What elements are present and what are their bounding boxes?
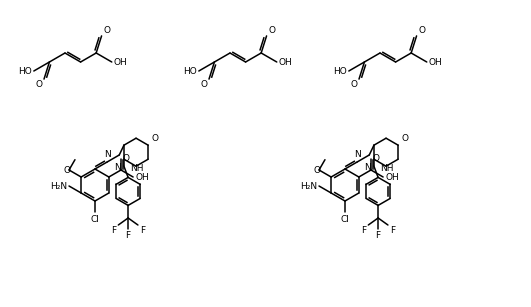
Text: O: O bbox=[401, 134, 408, 143]
Text: N: N bbox=[354, 150, 361, 159]
Text: N: N bbox=[364, 163, 371, 172]
Text: OH: OH bbox=[279, 57, 293, 67]
Text: O: O bbox=[123, 154, 130, 163]
Text: H₂N: H₂N bbox=[50, 181, 67, 191]
Text: O: O bbox=[63, 165, 70, 174]
Text: O: O bbox=[418, 26, 425, 35]
Text: NH: NH bbox=[130, 164, 143, 173]
Text: F: F bbox=[125, 231, 131, 240]
Text: O: O bbox=[151, 134, 158, 143]
Text: O: O bbox=[313, 165, 320, 174]
Text: N: N bbox=[104, 150, 110, 159]
Text: O: O bbox=[104, 26, 110, 35]
Text: OH: OH bbox=[385, 173, 399, 181]
Text: Cl: Cl bbox=[340, 215, 349, 224]
Text: O: O bbox=[35, 80, 42, 89]
Text: F: F bbox=[140, 226, 145, 235]
Text: HO: HO bbox=[333, 67, 347, 76]
Text: O: O bbox=[350, 80, 357, 89]
Text: OH: OH bbox=[114, 57, 127, 67]
Text: OH: OH bbox=[429, 57, 442, 67]
Text: HO: HO bbox=[18, 67, 32, 76]
Text: Cl: Cl bbox=[91, 215, 99, 224]
Text: F: F bbox=[375, 231, 381, 240]
Text: F: F bbox=[111, 226, 116, 235]
Text: F: F bbox=[361, 226, 366, 235]
Text: NH: NH bbox=[380, 164, 393, 173]
Text: F: F bbox=[390, 226, 395, 235]
Text: O: O bbox=[373, 154, 380, 163]
Text: O: O bbox=[200, 80, 207, 89]
Text: OH: OH bbox=[135, 173, 149, 181]
Text: O: O bbox=[269, 26, 276, 35]
Text: H₂N: H₂N bbox=[300, 181, 317, 191]
Text: HO: HO bbox=[183, 67, 197, 76]
Text: N: N bbox=[114, 163, 121, 172]
